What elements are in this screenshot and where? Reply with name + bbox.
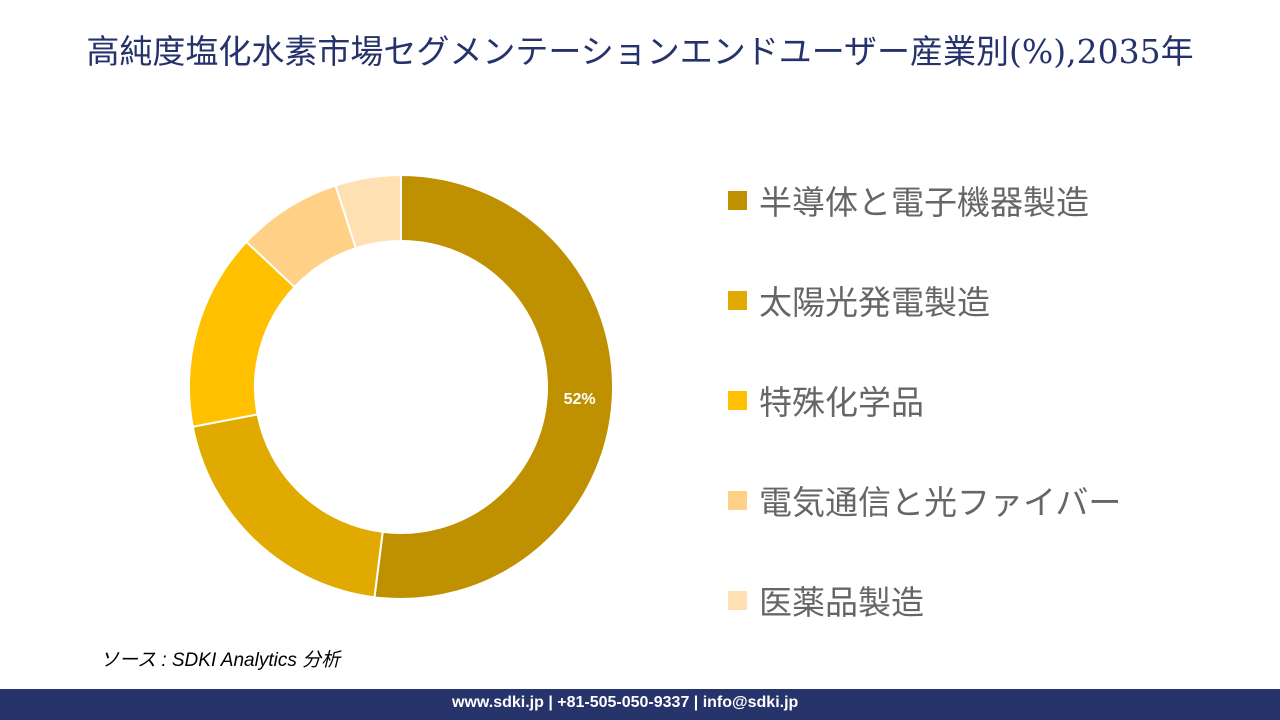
- donut-slice: [373, 173, 614, 600]
- legend-label: 医薬品製造: [759, 583, 924, 622]
- legend-item: 特殊化学品: [728, 350, 1121, 450]
- donut-slice: [334, 173, 402, 250]
- legend-swatch: [728, 590, 747, 610]
- data-label: 52%: [564, 391, 596, 408]
- donut-slice: [191, 413, 384, 599]
- legend-swatch: [728, 390, 747, 410]
- legend-item: 電気通信と光ファイバー: [728, 450, 1121, 550]
- legend-swatch: [728, 290, 747, 310]
- legend-item: 医薬品製造: [728, 550, 1121, 650]
- footer-bar: www.sdki.jp | +81-505-050-9337 | info@sd…: [0, 689, 1280, 720]
- legend-swatch: [728, 190, 747, 210]
- legend-label: 電気通信と光ファイバー: [759, 483, 1122, 522]
- legend-item: 半導体と電子機器製造: [728, 150, 1121, 250]
- source-note: ソース : SDKI Analytics 分析: [100, 650, 341, 671]
- legend-swatch: [728, 490, 747, 510]
- legend: 半導体と電子機器製造 太陽光発電製造 特殊化学品 電気通信と光ファイバー 医薬品…: [728, 150, 1121, 650]
- legend-label: 半導体と電子機器製造: [759, 183, 1089, 222]
- legend-label: 特殊化学品: [759, 383, 924, 422]
- legend-label: 太陽光発電製造: [759, 283, 990, 322]
- chart-title: 高純度塩化水素市場セグメンテーションエンドユーザー産業別(%),2035年: [86, 32, 1194, 71]
- legend-item: 太陽光発電製造: [728, 250, 1121, 350]
- footer-contact: www.sdki.jp | +81-505-050-9337 | info@sd…: [452, 694, 799, 711]
